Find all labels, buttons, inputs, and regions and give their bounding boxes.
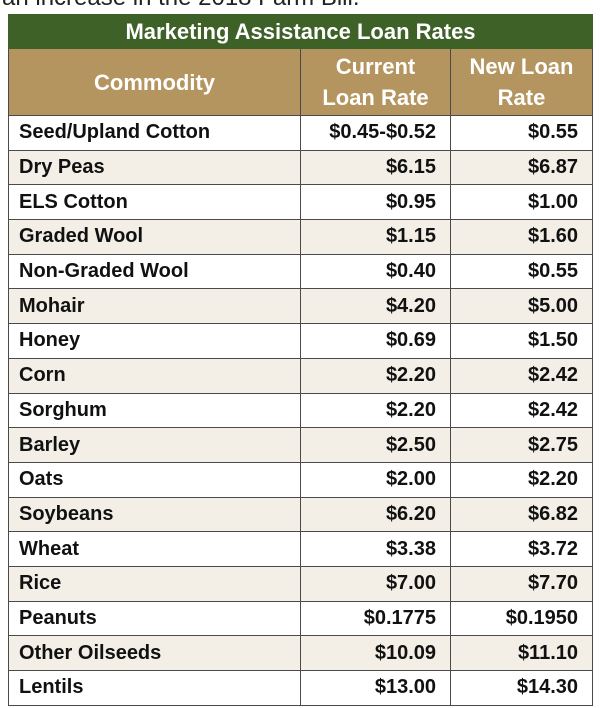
commodity-cell: Other Oilseeds [8,635,301,671]
commodity-cell: Non-Graded Wool [8,253,301,290]
current-rate-cell: $10.09 [300,635,451,671]
current-rate-cell: $0.69 [300,323,451,359]
new-rate-cell: $6.82 [449,496,594,533]
new-rate-cell: $2.20 [449,461,594,498]
header-new-loan-rate: New Loan Rate [449,48,594,116]
current-rate-cell: $0.45-$0.52 [300,115,451,151]
header-commodity: Commodity [8,48,301,116]
new-rate-cell: $0.1950 [449,600,594,637]
commodity-cell: Dry Peas [8,149,301,186]
commodity-cell: Sorghum [8,392,301,429]
current-rate-cell: $0.95 [300,184,451,221]
new-rate-cell: $0.55 [449,253,594,290]
new-rate-cell: $1.50 [449,323,594,359]
commodity-cell: Soybeans [8,496,301,533]
current-rate-cell: $4.20 [300,288,451,325]
header-current-loan-rate: Current Loan Rate [300,48,451,116]
current-rate-cell: $2.00 [300,461,451,498]
table-row: Soybeans $6.20 $6.82 [8,496,594,533]
commodity-cell: Graded Wool [8,219,301,255]
commodity-cell: Lentils [8,670,301,706]
current-rate-cell: $0.40 [300,253,451,290]
new-rate-cell: $2.42 [449,392,594,429]
commodity-cell: Peanuts [8,600,301,637]
commodity-cell: Corn [8,357,301,394]
commodity-cell: Honey [8,323,301,359]
new-rate-cell: $5.00 [449,288,594,325]
commodity-cell: Seed/Upland Cotton [8,115,301,151]
new-rate-cell: $6.87 [449,149,594,186]
table-row: Oats $2.00 $2.20 [8,461,594,498]
table-row: Non-Graded Wool $0.40 $0.55 [8,253,594,290]
new-rate-cell: $2.42 [449,357,594,394]
commodity-cell: Barley [8,427,301,463]
current-rate-cell: $6.15 [300,149,451,186]
table-row: Rice $7.00 $7.70 [8,565,594,602]
current-rate-cell: $2.20 [300,357,451,394]
current-rate-cell: $2.50 [300,427,451,463]
new-rate-cell: $1.60 [449,219,594,255]
current-rate-cell: $7.00 [300,565,451,602]
current-rate-cell: $6.20 [300,496,451,533]
commodity-cell: ELS Cotton [8,184,301,221]
new-rate-cell: $3.72 [449,531,594,567]
table-row: Lentils $13.00 $14.30 [8,670,594,706]
new-rate-cell: $11.10 [449,635,594,671]
table-row: Dry Peas $6.15 $6.87 [8,149,594,186]
table-row: ELS Cotton $0.95 $1.00 [8,184,594,221]
current-rate-cell: $2.20 [300,392,451,429]
commodity-cell: Wheat [8,531,301,567]
table-title: Marketing Assistance Loan Rates [7,14,594,49]
table-row: Seed/Upland Cotton $0.45-$0.52 $0.55 [8,115,594,151]
current-rate-cell: $1.15 [300,219,451,255]
caption-text: an increase in the 2018 Farm Bill. [2,0,360,12]
table-row: Sorghum $2.20 $2.42 [8,392,594,429]
table-body: Seed/Upland Cotton $0.45-$0.52 $0.55 Dry Pe… [8,115,594,706]
loan-rates-table: Marketing Assistance Loan Rates Commodit… [7,14,594,706]
new-rate-cell: $0.55 [449,115,594,151]
new-rate-cell: $14.30 [449,670,594,706]
table-row: Barley $2.50 $2.75 [8,427,594,463]
current-rate-cell: $3.38 [300,531,451,567]
table-row: Graded Wool $1.15 $1.60 [8,219,594,255]
new-rate-cell: $1.00 [449,184,594,221]
table-row: Honey $0.69 $1.50 [8,323,594,359]
current-rate-cell: $13.00 [300,670,451,706]
commodity-cell: Oats [8,461,301,498]
new-rate-cell: $7.70 [449,565,594,602]
table-row: Mohair $4.20 $5.00 [8,288,594,325]
commodity-cell: Rice [8,565,301,602]
table-row: Corn $2.20 $2.42 [8,357,594,394]
current-rate-cell: $0.1775 [300,600,451,637]
table-row: Wheat $3.38 $3.72 [8,531,594,567]
new-rate-cell: $2.75 [449,427,594,463]
table-row: Peanuts $0.1775 $0.1950 [8,600,594,637]
commodity-cell: Mohair [8,288,301,325]
table-row: Other Oilseeds $10.09 $11.10 [8,635,594,671]
